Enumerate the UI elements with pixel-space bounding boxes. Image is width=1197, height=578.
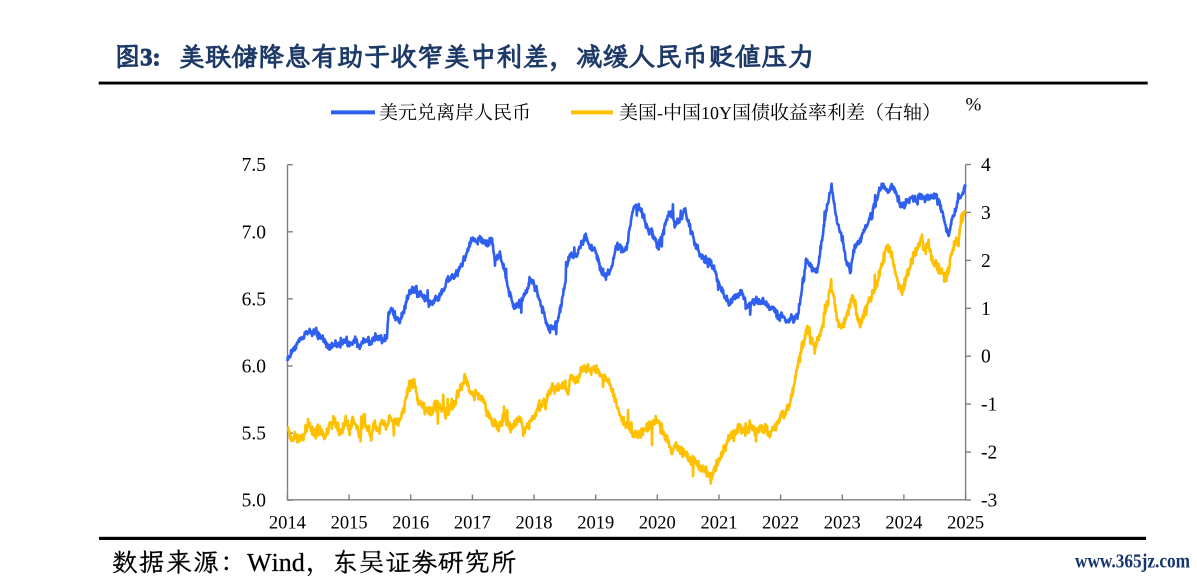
svg-text:4: 4 [981,155,991,176]
svg-text:2018: 2018 [516,514,553,534]
svg-text:5.0: 5.0 [242,491,266,512]
svg-text:2020: 2020 [639,514,676,534]
svg-text:1: 1 [981,299,991,320]
svg-text:2019: 2019 [577,514,614,534]
svg-text:-3: -3 [981,491,997,512]
svg-text:2017: 2017 [454,514,491,534]
svg-text:2022: 2022 [762,514,799,534]
svg-text:7.5: 7.5 [242,155,266,176]
svg-text:3: 3 [981,203,991,224]
svg-text:-2: -2 [981,443,997,464]
svg-text:2: 2 [981,251,991,272]
svg-text:7.0: 7.0 [242,222,266,243]
svg-text:%: % [966,95,982,116]
svg-text:2025: 2025 [947,514,984,534]
svg-text:2024: 2024 [885,514,922,534]
svg-text:6.0: 6.0 [242,357,266,378]
svg-text:6.5: 6.5 [242,289,266,310]
svg-text:2021: 2021 [701,514,738,534]
svg-text:-1: -1 [981,395,997,416]
svg-text:2015: 2015 [331,514,368,534]
svg-text:5.5: 5.5 [242,424,266,445]
svg-text:www.365jz.com: www.365jz.com [1075,551,1190,573]
svg-text:2016: 2016 [392,514,429,534]
svg-text:2023: 2023 [824,514,861,534]
svg-text:2014: 2014 [269,514,306,534]
svg-text:0: 0 [981,347,991,368]
